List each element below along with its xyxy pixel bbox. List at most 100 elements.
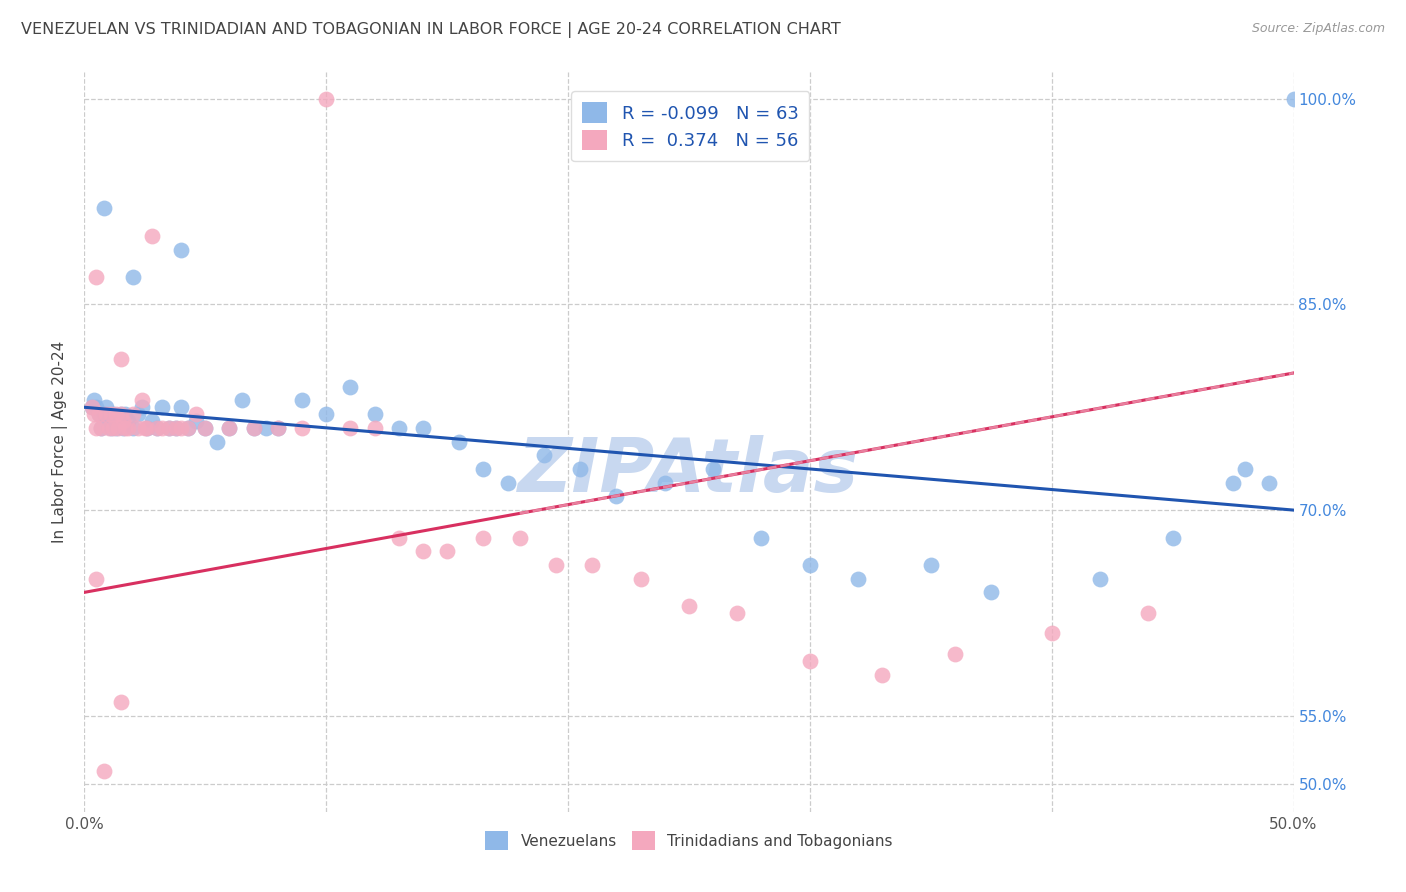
Point <box>1258 475 1281 490</box>
Point <box>194 421 217 435</box>
Point <box>920 558 942 572</box>
Point <box>207 434 229 449</box>
Point <box>569 462 592 476</box>
Point <box>315 92 337 106</box>
Point <box>254 421 277 435</box>
Point <box>100 421 122 435</box>
Point <box>339 421 361 435</box>
Point <box>146 421 169 435</box>
Point <box>533 448 555 462</box>
Point <box>291 421 314 435</box>
Point <box>1137 606 1160 620</box>
Point <box>86 572 108 586</box>
Point <box>218 421 240 435</box>
Point <box>136 421 159 435</box>
Point <box>581 558 603 572</box>
Point <box>980 585 1002 599</box>
Point <box>94 401 117 415</box>
Point <box>97 414 120 428</box>
Point <box>141 414 163 428</box>
Point <box>80 401 103 415</box>
Point <box>103 421 125 435</box>
Point <box>97 421 120 435</box>
Point <box>751 531 773 545</box>
Point <box>127 421 149 435</box>
Point <box>363 407 385 421</box>
Point <box>449 434 471 449</box>
Point <box>630 572 652 586</box>
Point <box>127 407 149 421</box>
Point <box>83 393 105 408</box>
Y-axis label: In Labor Force | Age 20-24: In Labor Force | Age 20-24 <box>52 341 69 542</box>
Point <box>702 462 724 476</box>
Point <box>242 421 264 435</box>
Point <box>388 421 411 435</box>
Point <box>799 558 821 572</box>
Point <box>80 401 103 415</box>
Point <box>104 421 127 435</box>
Point <box>117 414 139 428</box>
Point <box>846 572 869 586</box>
Point <box>112 414 135 428</box>
Point <box>121 421 143 435</box>
Point <box>131 401 153 415</box>
Point <box>93 202 115 216</box>
Point <box>141 228 163 243</box>
Point <box>114 407 136 421</box>
Point <box>87 407 110 421</box>
Point <box>654 475 676 490</box>
Point <box>93 407 115 421</box>
Point <box>94 407 117 421</box>
Point <box>90 421 112 435</box>
Point <box>157 421 180 435</box>
Point <box>110 407 132 421</box>
Point <box>114 421 136 435</box>
Point <box>799 654 821 668</box>
Point <box>315 407 337 421</box>
Point <box>157 421 180 435</box>
Point <box>177 421 200 435</box>
Point <box>496 475 519 490</box>
Point <box>165 421 187 435</box>
Point <box>165 421 187 435</box>
Point <box>725 606 748 620</box>
Point <box>110 695 132 709</box>
Point <box>436 544 458 558</box>
Point <box>472 531 495 545</box>
Point <box>93 764 115 778</box>
Point <box>472 462 495 476</box>
Point <box>87 407 110 421</box>
Point <box>170 401 193 415</box>
Point <box>103 407 125 421</box>
Point <box>184 407 207 421</box>
Point <box>231 393 253 408</box>
Point <box>112 421 135 435</box>
Legend: Venezuelans, Trinidadians and Tobagonians: Venezuelans, Trinidadians and Tobagonian… <box>479 825 898 856</box>
Point <box>544 558 567 572</box>
Point <box>121 407 143 421</box>
Point <box>872 667 894 681</box>
Point <box>117 421 139 435</box>
Point <box>100 407 122 421</box>
Point <box>1234 462 1257 476</box>
Point <box>83 407 105 421</box>
Point <box>121 270 143 285</box>
Point <box>177 421 200 435</box>
Point <box>1040 626 1063 640</box>
Point <box>267 421 290 435</box>
Point <box>1161 531 1184 545</box>
Point <box>194 421 217 435</box>
Point <box>1282 92 1305 106</box>
Point <box>678 599 700 613</box>
Point <box>412 421 434 435</box>
Point <box>943 647 966 661</box>
Point <box>86 401 108 415</box>
Point <box>605 489 627 503</box>
Point <box>136 421 159 435</box>
Point <box>150 421 173 435</box>
Point <box>146 421 169 435</box>
Point <box>1088 572 1111 586</box>
Point <box>363 421 385 435</box>
Point <box>184 414 207 428</box>
Text: ZIPAtlas: ZIPAtlas <box>519 434 859 508</box>
